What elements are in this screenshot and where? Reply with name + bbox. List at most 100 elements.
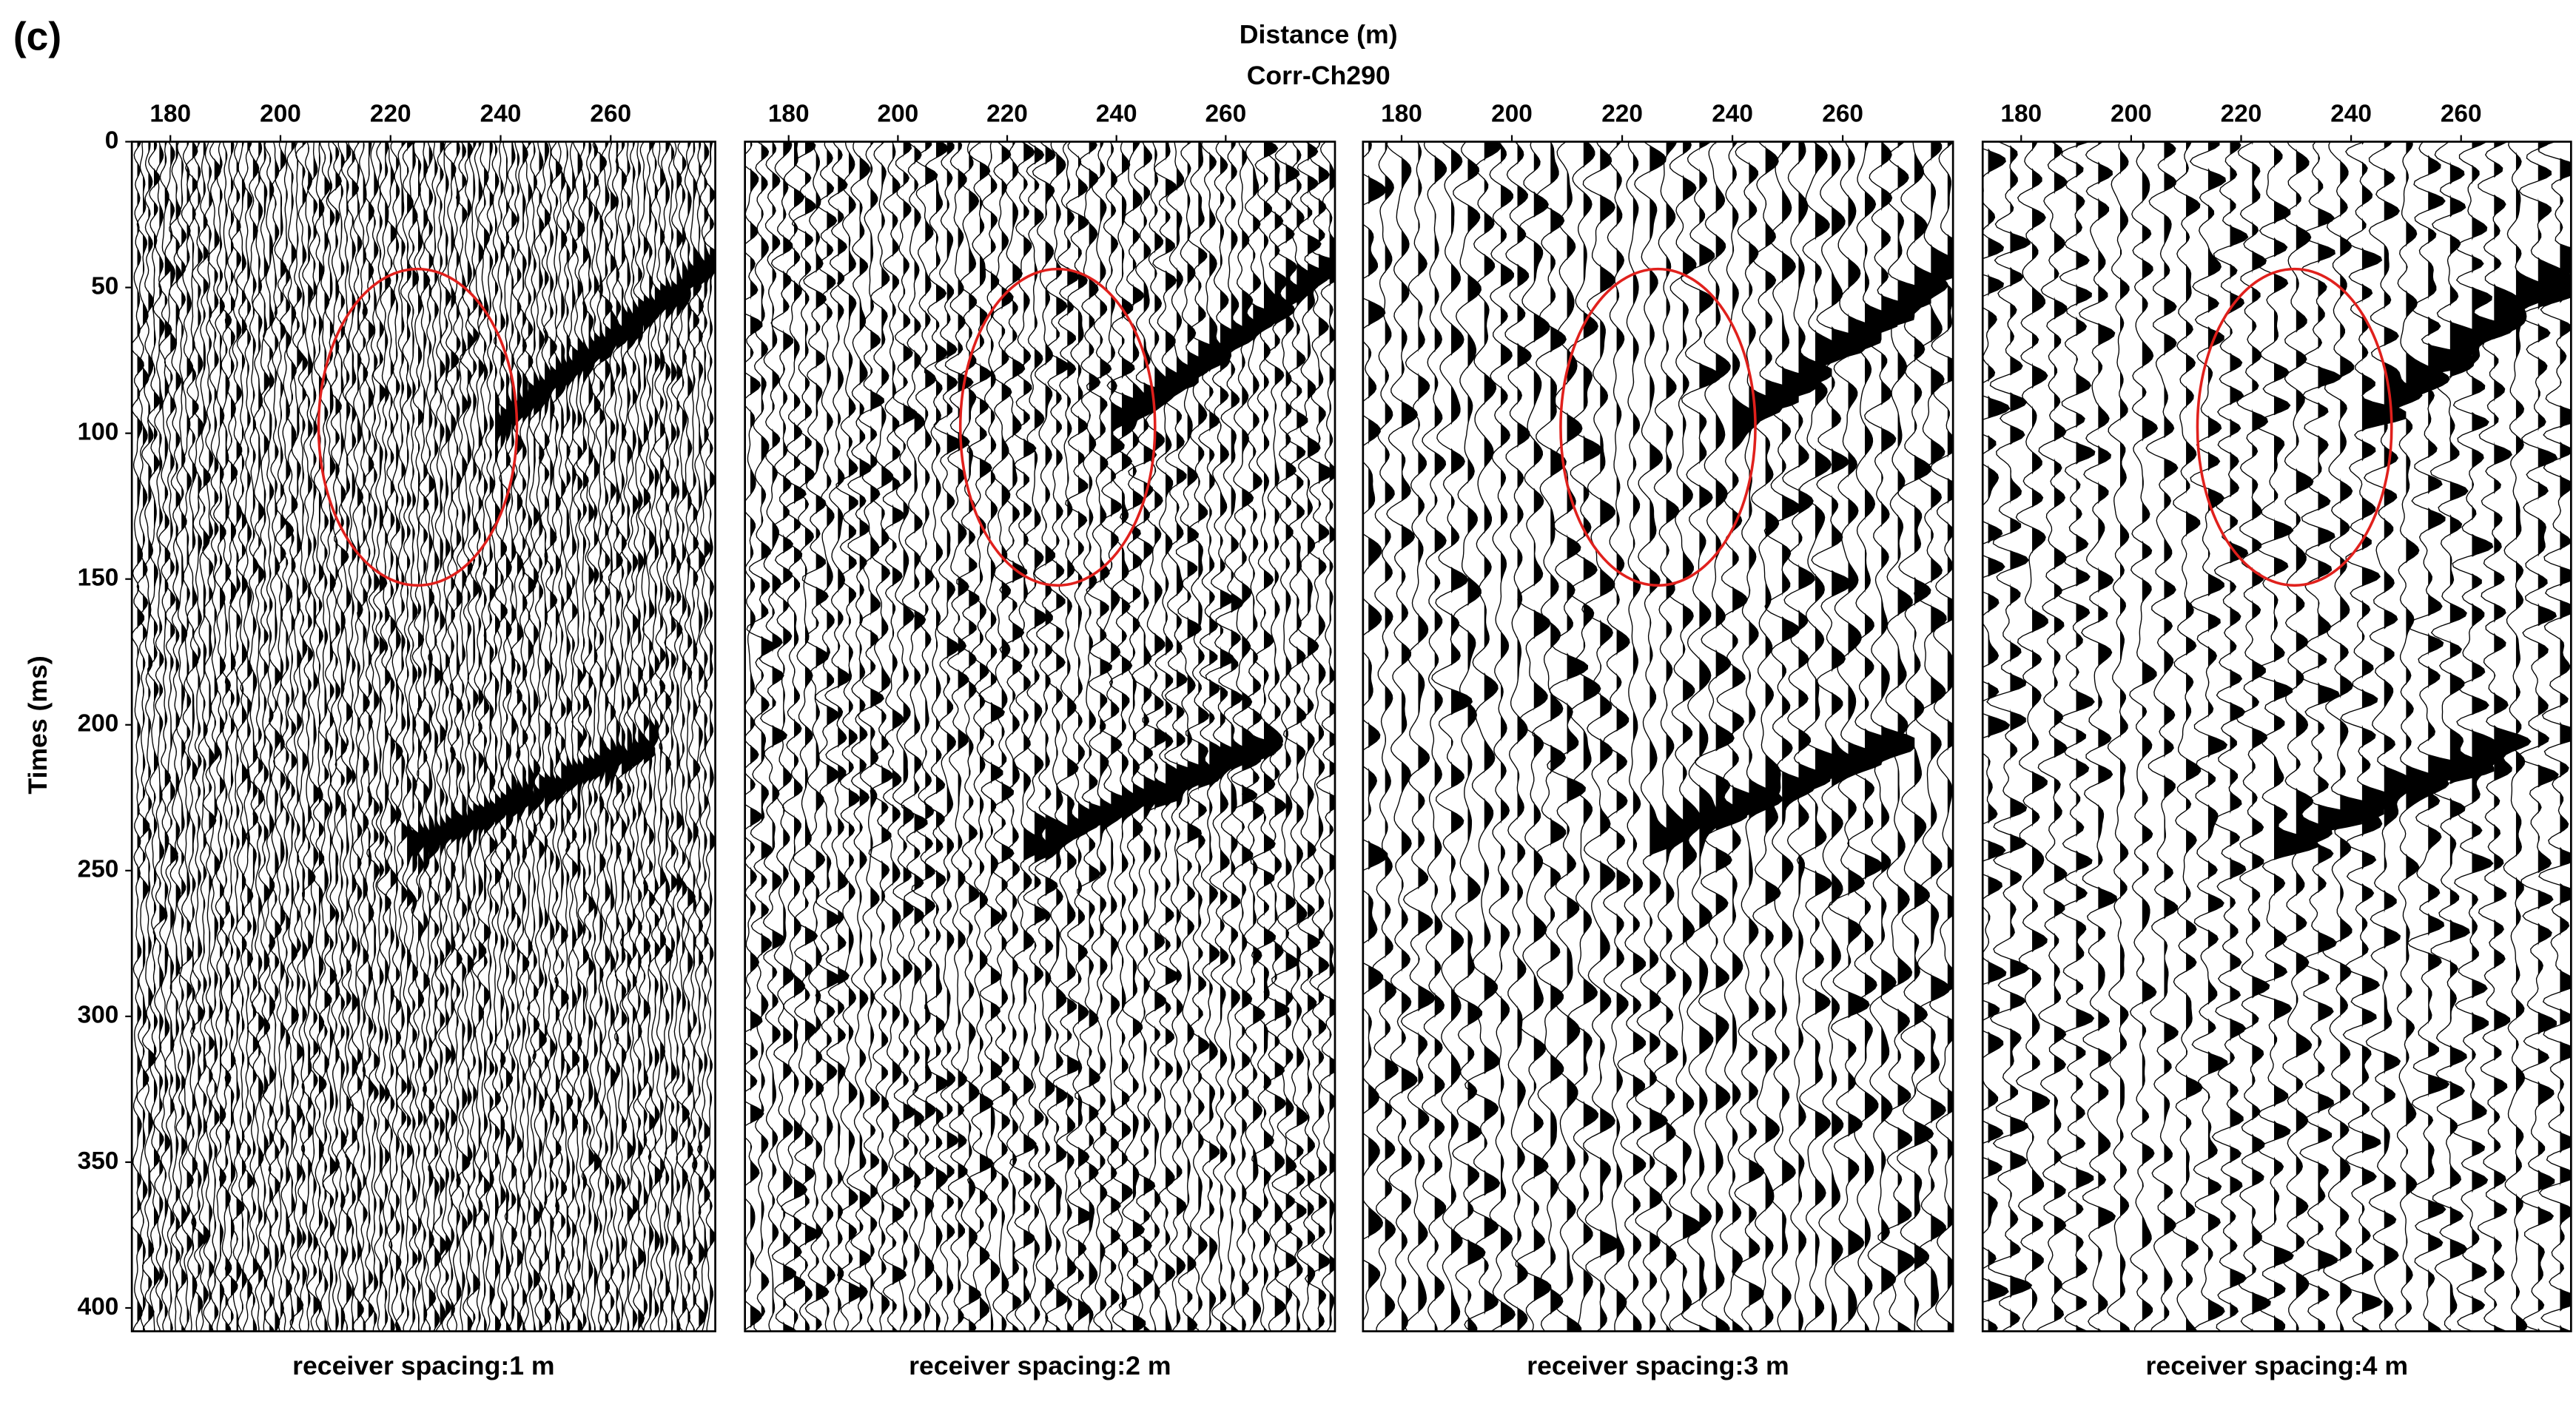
trace xyxy=(482,141,502,1332)
trace xyxy=(1782,141,1832,1332)
trace-fill xyxy=(2340,141,2384,1332)
trace-fill xyxy=(1832,141,1865,1332)
trace xyxy=(2503,141,2557,1332)
trace-fill xyxy=(969,141,981,1332)
y-tick-label: 100 xyxy=(78,418,119,445)
trace xyxy=(1164,141,1199,1332)
trace xyxy=(1914,141,1954,1332)
trace-fill xyxy=(154,141,161,1332)
trace xyxy=(2451,141,2515,1332)
trace-fill xyxy=(473,141,485,1332)
trace-fill xyxy=(2449,141,2494,1332)
trace-fill xyxy=(269,141,275,1332)
trace-fill xyxy=(225,141,232,1332)
trace xyxy=(703,141,716,1332)
trace xyxy=(2281,141,2333,1332)
trace xyxy=(190,141,206,1332)
trace-fill xyxy=(903,141,918,1332)
trace xyxy=(770,141,797,1332)
trace-fill xyxy=(577,141,588,1332)
trace-fill xyxy=(2296,141,2333,1332)
trace xyxy=(1796,141,1849,1332)
x-tick-label: 220 xyxy=(370,101,411,128)
trace xyxy=(1983,148,2011,1332)
trace xyxy=(416,141,432,1332)
trace-fill xyxy=(1220,141,1242,1332)
trace xyxy=(2299,141,2362,1332)
trace xyxy=(1667,141,1704,1332)
trace-fill xyxy=(1550,141,1567,1332)
trace-fill xyxy=(214,141,221,1332)
trace-fill xyxy=(1368,141,1388,1332)
trace xyxy=(377,141,391,1332)
trace-fill xyxy=(1864,141,1898,1332)
x-tick-label: 200 xyxy=(260,101,301,128)
trace xyxy=(362,141,375,1332)
trace xyxy=(1515,141,1552,1332)
trace xyxy=(494,141,512,1332)
trace xyxy=(791,141,819,1332)
trace xyxy=(1488,141,1516,1332)
trace-fill xyxy=(1732,141,1766,1332)
trace-fill xyxy=(545,141,556,1332)
trace xyxy=(499,141,515,1332)
trace-fill xyxy=(676,141,686,1332)
trace-fill xyxy=(357,141,364,1332)
trace-fill xyxy=(352,141,359,1332)
trace-fill xyxy=(467,141,479,1332)
trace xyxy=(1304,141,1335,1332)
trace xyxy=(306,141,321,1332)
trace-fill xyxy=(838,141,850,1332)
highlight-ellipse xyxy=(2196,267,2393,587)
trace xyxy=(257,141,271,1332)
trace xyxy=(327,141,342,1332)
trace xyxy=(759,141,787,1332)
x-tick-label: 200 xyxy=(878,101,919,128)
trace xyxy=(147,141,161,1332)
trace xyxy=(2106,141,2131,1332)
trace-fill xyxy=(539,141,551,1332)
trace-fill xyxy=(385,141,391,1332)
trace xyxy=(815,141,841,1332)
traces xyxy=(132,141,716,1332)
x-tick-label: 180 xyxy=(149,101,191,128)
panel-frame xyxy=(1981,141,2572,1332)
trace-fill xyxy=(566,141,578,1332)
highlight-ellipse xyxy=(317,267,519,587)
trace-fill xyxy=(181,141,187,1332)
x-tick-label: 220 xyxy=(2221,101,2262,128)
y-tick-label: 400 xyxy=(78,1293,119,1321)
trace-fill xyxy=(434,141,445,1332)
trace-fill xyxy=(1533,141,1551,1332)
trace xyxy=(178,141,194,1332)
trace-fill xyxy=(2560,141,2572,1332)
trace-fill xyxy=(827,141,841,1332)
panel-frame xyxy=(744,141,1336,1332)
trace xyxy=(682,141,699,1332)
x-axis-label: receiver spacing:4 m xyxy=(2146,1351,2408,1380)
trace-fill xyxy=(1111,141,1133,1332)
trace xyxy=(334,141,349,1332)
x-tick-label: 180 xyxy=(1381,101,1422,128)
trace xyxy=(136,141,150,1332)
trace-fill xyxy=(925,141,938,1332)
trace-fill xyxy=(1187,141,1209,1332)
trace-fill xyxy=(2428,141,2472,1332)
trace xyxy=(411,141,428,1332)
trace xyxy=(1128,141,1166,1332)
x-tick-label: 220 xyxy=(986,101,1028,128)
trace xyxy=(2057,141,2096,1332)
trace xyxy=(1271,141,1308,1332)
trace xyxy=(824,141,851,1332)
trace xyxy=(2322,141,2384,1332)
trace xyxy=(2170,141,2203,1332)
trace-fill xyxy=(2010,141,2032,1332)
trace-fill xyxy=(1154,141,1177,1332)
trace xyxy=(1603,141,1631,1332)
trace xyxy=(510,141,529,1332)
trace xyxy=(608,141,628,1332)
trace-fill xyxy=(2318,141,2362,1332)
trace xyxy=(532,141,551,1332)
